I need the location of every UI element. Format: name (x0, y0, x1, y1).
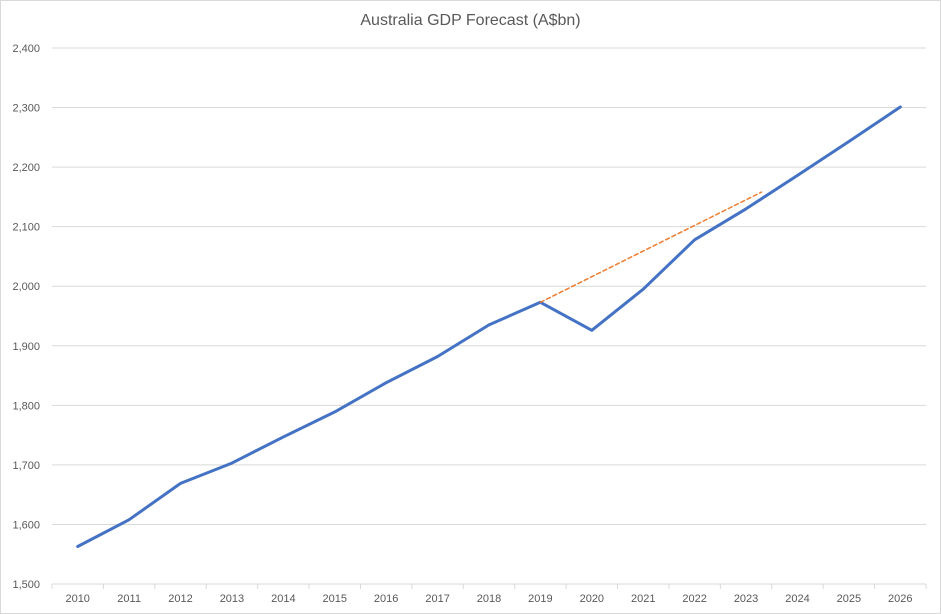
x-tick-label: 2011 (117, 593, 141, 605)
y-tick-label: 2,000 (12, 281, 40, 293)
x-tick-label: 2010 (65, 593, 89, 605)
x-tick-label: 2026 (888, 593, 912, 605)
x-tick-label: 2021 (631, 593, 655, 605)
y-tick-label: 1,500 (12, 579, 40, 591)
x-tick-label: 2020 (580, 593, 604, 605)
gdp-forecast-line (76, 105, 902, 548)
x-tick-label: 2014 (271, 593, 295, 605)
x-tick-label: 2023 (734, 593, 758, 605)
x-tick-label: 2025 (837, 593, 861, 605)
pre-covid-trend-line (539, 191, 763, 304)
chart-title: Australia GDP Forecast (A$bn) (360, 12, 581, 29)
y-tick-label: 1,600 (12, 519, 40, 531)
x-tick-label: 2016 (374, 593, 398, 605)
x-tick-label: 2024 (785, 593, 809, 605)
y-tick-label: 1,700 (12, 460, 40, 472)
x-tick-label: 2019 (528, 593, 552, 605)
y-tick-label: 2,400 (12, 43, 40, 55)
x-tick-label: 2012 (168, 593, 192, 605)
x-tick-label: 2017 (425, 593, 449, 605)
x-tick-label: 2013 (220, 593, 244, 605)
y-tick-label: 1,900 (12, 341, 40, 353)
y-tick-label: 2,100 (12, 222, 40, 234)
y-tick-label: 1,800 (12, 400, 40, 412)
x-tick-label: 2022 (682, 593, 706, 605)
y-tick-label: 2,300 (12, 103, 40, 115)
x-tick-label: 2018 (477, 593, 501, 605)
x-tick-label: 2015 (323, 593, 347, 605)
y-tick-label: 2,200 (12, 162, 40, 174)
